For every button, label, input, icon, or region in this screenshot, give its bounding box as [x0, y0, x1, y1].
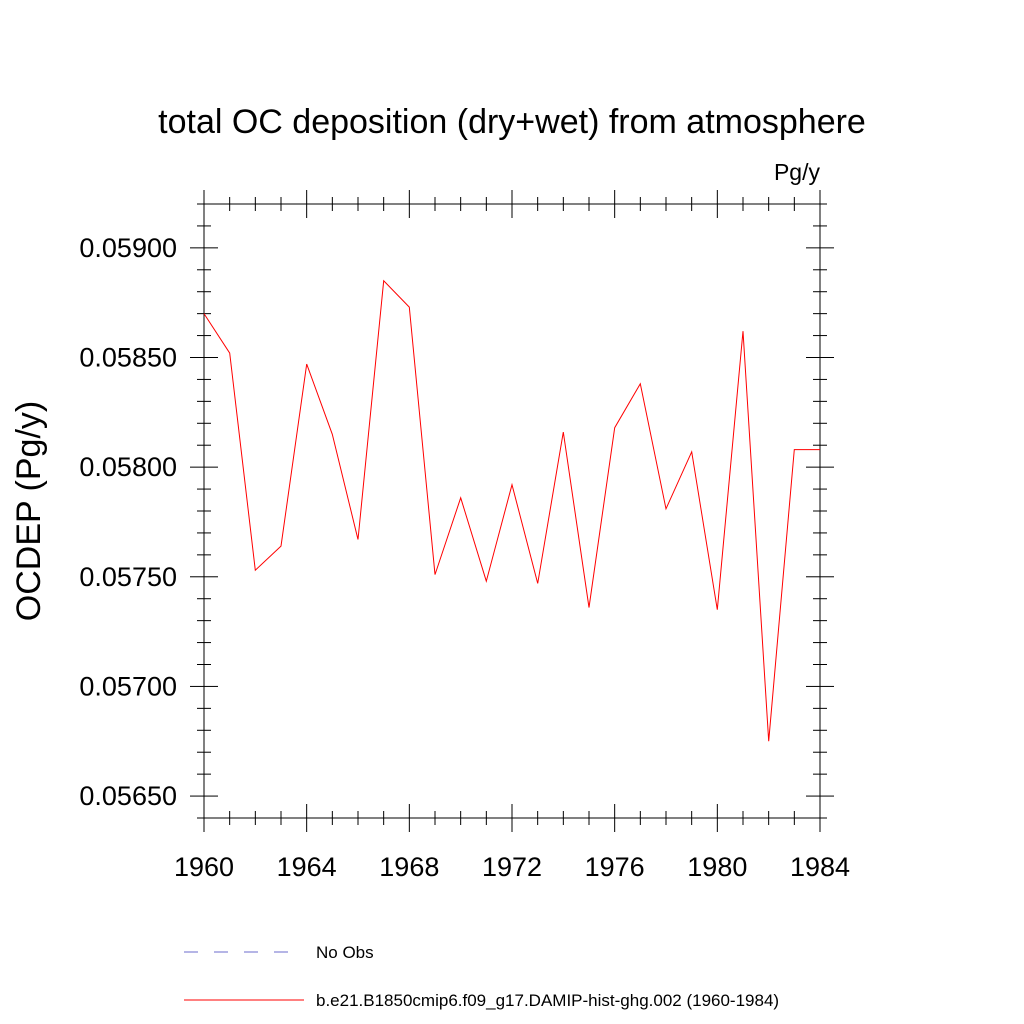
x-tick-label: 1984: [790, 852, 850, 882]
series-line: [203, 279, 820, 742]
legend: No Obs b.e21.B1850cmip6.f09_g17.DAMIP-his…: [184, 943, 779, 1010]
y-tick-label: 0.05800: [79, 452, 177, 482]
x-tick-label: 1964: [277, 852, 337, 882]
y-tick-label: 0.05900: [79, 233, 177, 263]
units-label: Pg/y: [774, 159, 821, 185]
x-tick-label: 1960: [174, 852, 234, 882]
y-tick-label: 0.05750: [79, 562, 177, 592]
x-tick-label: 1968: [379, 852, 439, 882]
x-tick-labels: 1960 1964 1968 1972 1976 1980 1984: [174, 852, 850, 882]
y-tick-label: 0.05850: [79, 343, 177, 373]
plot-frame: [203, 203, 821, 819]
chart-title: total OC deposition (dry+wet) from atmos…: [158, 103, 866, 141]
legend-label: b.e21.B1850cmip6.f09_g17.DAMIP-hist-ghg.…: [316, 991, 779, 1010]
y-tick-label: 0.05650: [79, 781, 177, 811]
x-tick-label: 1972: [482, 852, 542, 882]
x-tick-label: 1976: [585, 852, 645, 882]
y-tick-labels: 0.05650 0.05700 0.05750 0.05800 0.05850 0.059…: [79, 233, 177, 811]
y-axis-label: OCDEP (Pg/y): [10, 401, 48, 621]
axis-ticks: [190, 190, 834, 832]
y-tick-label: 0.05700: [79, 671, 177, 701]
legend-label: No Obs: [316, 943, 374, 962]
series-group: [203, 279, 820, 742]
x-tick-label: 1980: [687, 852, 747, 882]
